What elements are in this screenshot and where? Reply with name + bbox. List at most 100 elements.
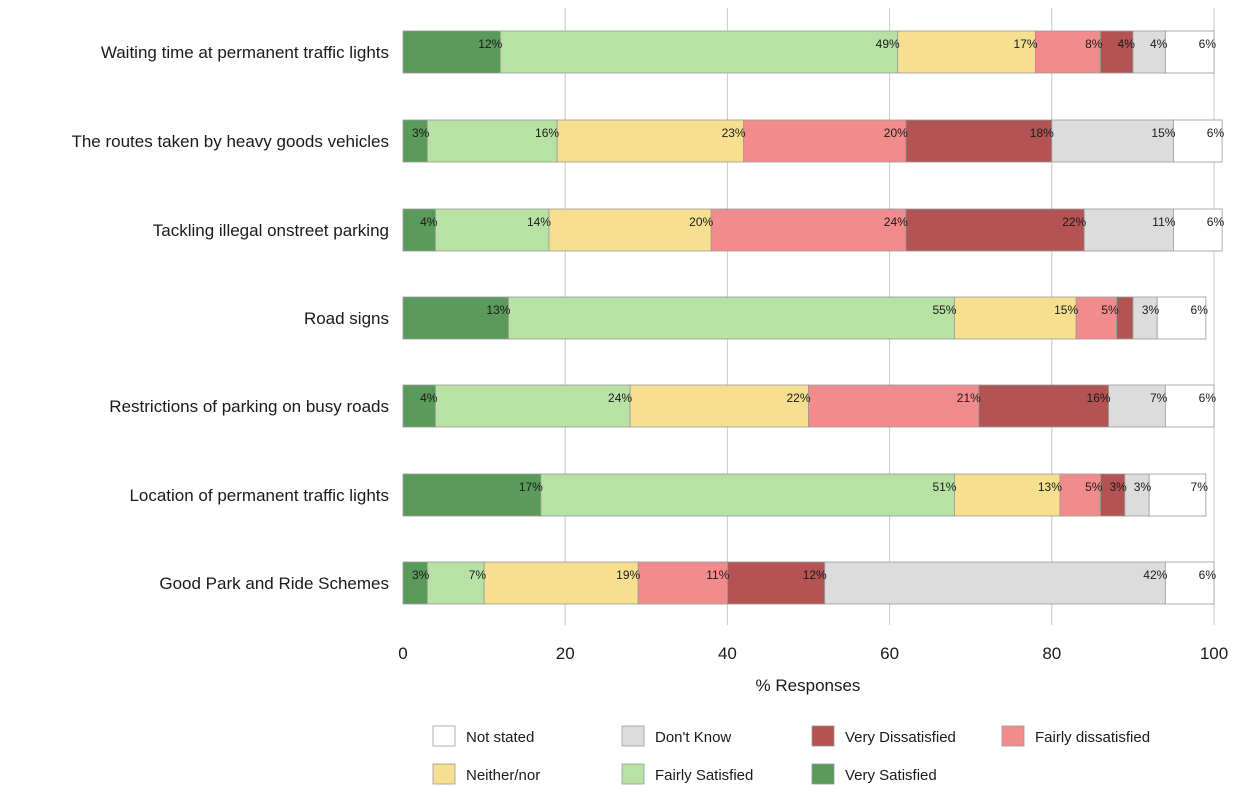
bar-segment [1035,30,1101,74]
data-label: 14% [527,215,551,229]
x-tick-label: 80 [1042,644,1061,663]
bar-segment [954,473,1061,517]
bar-segment [402,30,501,74]
legend-swatch [811,725,835,747]
data-label: 11% [1152,215,1175,229]
data-label: 20% [884,126,908,140]
data-label: 6% [1199,391,1217,405]
data-label: 15% [1054,303,1078,317]
data-label: 49% [876,37,900,51]
category-label: Road signs [304,309,389,328]
data-label: 6% [1207,126,1225,140]
data-label: 11% [706,568,729,582]
data-labels: 12% 49% 17% 8% 4% 4% 6% 3% 16% 23% 20% 18% 15% 6% 4% 14… [412,37,1224,582]
data-label: 12% [803,568,827,582]
bar-segment [1108,384,1166,428]
bar-segment [1059,473,1101,517]
data-label: 4% [1118,37,1136,51]
legend-item: Neither/nor [432,763,540,785]
bar-segment [1075,296,1118,340]
category-label: Restrictions of parking on busy roads [109,397,389,416]
bar-segment [1148,473,1207,517]
x-tick-labels: 0 20 40 60 80 100 [398,644,1228,663]
x-tick-label: 40 [718,644,737,663]
bar-segment [426,561,485,605]
legend-item: Not stated [432,725,534,747]
legend-label: Not stated [466,729,534,746]
data-label: 3% [1134,480,1152,494]
bar-segment [710,208,907,252]
bar-segment [556,119,745,163]
data-label: 4% [420,391,438,405]
data-label: 18% [1030,126,1054,140]
data-label: 3% [412,568,430,582]
x-tick-label: 60 [880,644,899,663]
data-label: 7% [469,568,487,582]
bar-segment [1100,473,1126,517]
bar-segment [402,384,436,428]
bar-segment [1173,208,1223,252]
bar-segment [548,208,712,252]
category-labels: Waiting time at permanent traffic lights… [71,43,389,593]
legend-swatch [621,725,645,747]
data-label: 16% [1087,391,1111,405]
category-label: Location of permanent traffic lights [129,486,389,505]
data-label: 7% [1191,480,1209,494]
data-label: 4% [420,215,438,229]
bar-segment [402,119,428,163]
bar-segment [905,119,1053,163]
legend-label: Don't Know [655,729,731,746]
legend-item: Fairly dissatisfied [1001,725,1150,747]
data-label: 17% [519,480,543,494]
data-label: 19% [616,568,640,582]
bar-segment [1116,296,1134,340]
bar-segment [824,561,1166,605]
legend-item: Very Dissatisfied [811,725,956,747]
bar-segment [540,473,955,517]
data-label: 22% [1062,215,1086,229]
legend-label: Fairly Satisfied [655,767,753,784]
data-label: 6% [1207,215,1225,229]
legend-label: Neither/nor [466,767,540,784]
data-label: 4% [1150,37,1168,51]
bar-segment [1164,561,1215,605]
bar-segment [1124,473,1150,517]
bar-segment [629,384,809,428]
data-label: 5% [1085,480,1103,494]
legend-swatch [1001,725,1025,747]
bars [402,30,1223,605]
bar-segment [483,561,639,605]
data-label: 7% [1150,391,1168,405]
data-label: 5% [1101,303,1119,317]
legend-item: Very Satisfied [811,763,937,785]
data-label: 24% [608,391,632,405]
legend-swatch [811,763,835,785]
data-label: 21% [957,391,981,405]
legend-item: Don't Know [621,725,731,747]
bar-segment [402,296,509,340]
legend-swatch [621,763,645,785]
data-label: 20% [689,215,713,229]
bar-segment [435,208,550,252]
bar-segment [1132,30,1166,74]
data-label: 3% [412,126,430,140]
data-label: 51% [932,480,956,494]
legend: Not stated Don't Know Very Dissatisfied Fai… [432,725,1150,785]
bar-segment [897,30,1036,74]
bar-segment [402,473,542,517]
bar-segment [1051,119,1174,163]
legend-label: Very Satisfied [845,767,937,784]
bar-segment [954,296,1077,340]
data-label: 8% [1085,37,1103,51]
data-label: 17% [1014,37,1038,51]
data-label: 3% [1142,303,1160,317]
bar-segment [1132,296,1158,340]
bar-segment [1173,119,1223,163]
data-label: 23% [722,126,746,140]
bar-segment [435,384,631,428]
data-label: 3% [1109,480,1127,494]
data-label: 13% [486,303,510,317]
data-label: 55% [932,303,956,317]
legend-label: Very Dissatisfied [845,729,956,746]
